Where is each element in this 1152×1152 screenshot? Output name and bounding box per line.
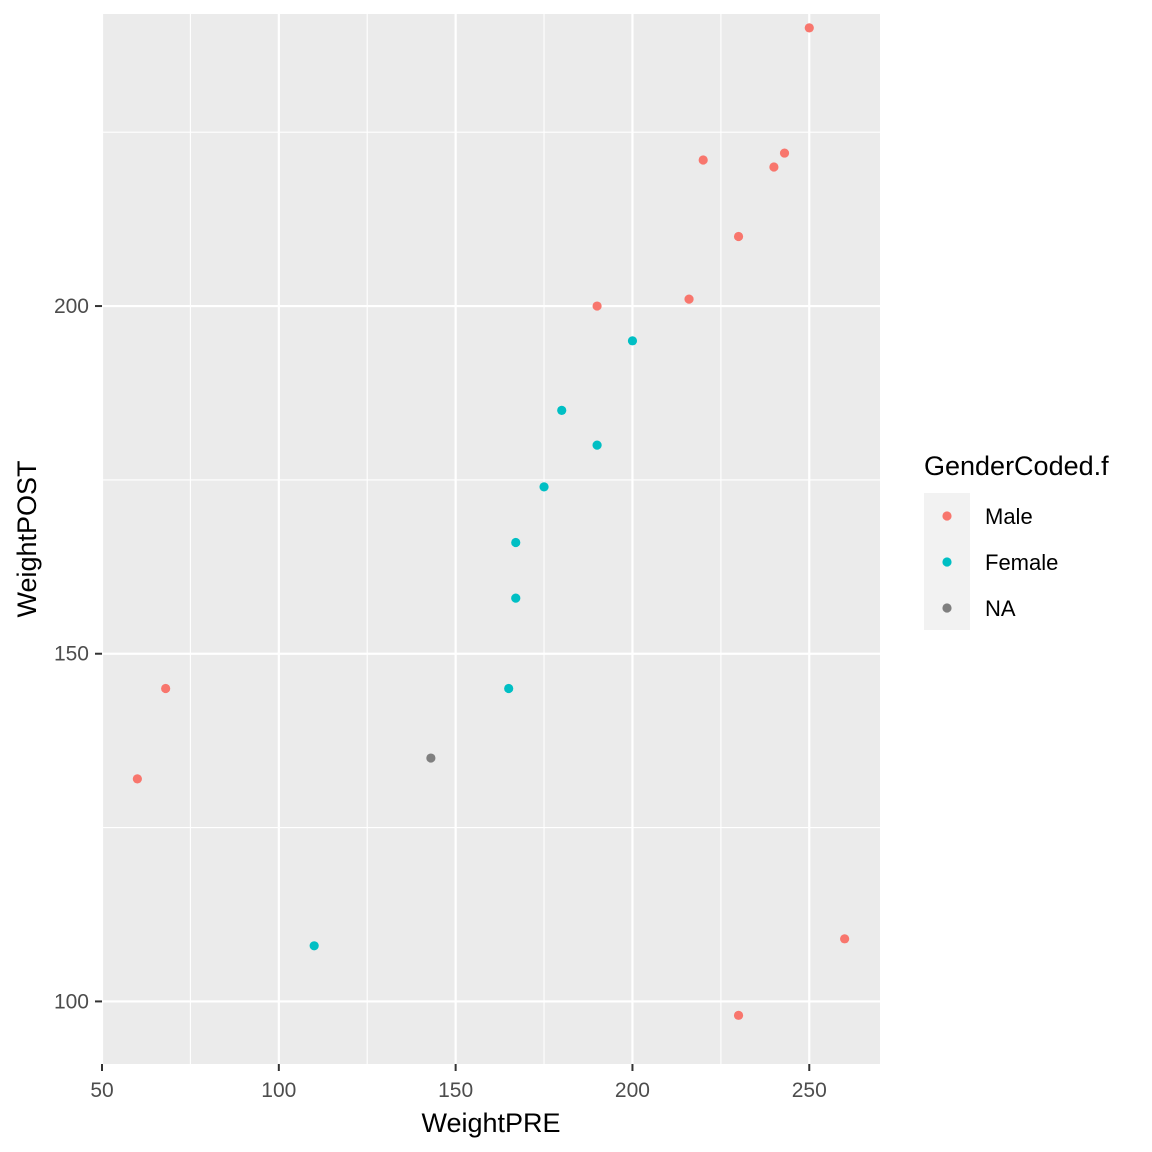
data-point-male (161, 683, 171, 694)
data-point-male (592, 301, 602, 311)
data-point-male (804, 23, 814, 33)
legend-key-female (942, 557, 952, 567)
data-point-female (511, 537, 521, 548)
legend-key-male (942, 511, 952, 521)
data-point-male (769, 162, 779, 172)
data-point-female (627, 336, 638, 346)
x-tick-label: 150 (438, 1079, 473, 1102)
x-tick-label: 50 (90, 1079, 113, 1102)
minor-gridlines (102, 14, 880, 1064)
y-axis: 100 150 200 (54, 295, 102, 1013)
x-tick-label: 100 (261, 1079, 296, 1102)
legend: GenderCoded.f Male Female NA (924, 451, 1109, 630)
plot-panel (102, 14, 880, 1064)
data-point-male (684, 294, 694, 304)
major-gridlines (100, 14, 880, 1064)
data-point-female (557, 405, 567, 415)
data-point-female (592, 440, 602, 450)
data-point-male (840, 934, 850, 944)
x-tick-label: 250 (792, 1079, 827, 1102)
data-points (132, 23, 850, 1020)
legend-label-male: Male (985, 504, 1033, 529)
legend-label-female: Female (985, 550, 1058, 575)
data-point-na (426, 753, 436, 763)
data-point-female (504, 683, 514, 694)
x-tick-label: 200 (615, 1079, 650, 1102)
data-point-male (132, 774, 142, 784)
x-axis: 50 100 150 200 250 (90, 1064, 827, 1102)
data-point-female (539, 482, 549, 492)
y-tick-label: 100 (54, 990, 89, 1013)
legend-title: GenderCoded.f (924, 451, 1109, 481)
data-point-female (309, 941, 319, 951)
y-tick-label: 200 (54, 295, 89, 318)
data-point-male (779, 148, 790, 158)
data-point-male (733, 231, 744, 242)
data-point-female (511, 593, 521, 603)
y-axis-title: WeightPOST (12, 460, 42, 617)
legend-label-na: NA (985, 596, 1016, 621)
data-point-male (698, 155, 708, 165)
y-tick-label: 150 (54, 643, 89, 666)
x-axis-title: WeightPRE (421, 1108, 560, 1138)
legend-key-na (942, 603, 952, 613)
data-point-male (733, 1010, 744, 1020)
